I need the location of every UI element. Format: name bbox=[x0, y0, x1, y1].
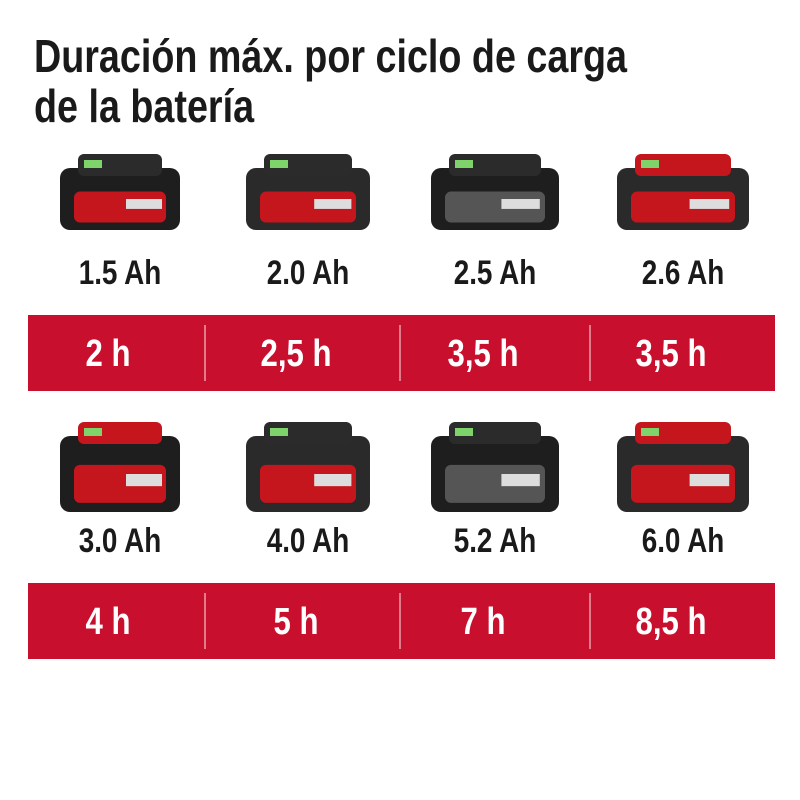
duration-label: 2,5 h bbox=[261, 333, 332, 375]
duration-label: 4 h bbox=[85, 601, 130, 643]
battery-label bbox=[314, 474, 352, 487]
battery-top bbox=[78, 422, 162, 444]
battery-top bbox=[449, 154, 541, 176]
battery-display bbox=[641, 428, 659, 436]
battery-label bbox=[314, 199, 352, 209]
duration-band bbox=[28, 583, 775, 659]
capacity-label: 4.0 Ah bbox=[267, 521, 350, 559]
duration-band bbox=[28, 315, 775, 391]
battery-label bbox=[501, 199, 540, 209]
battery-icon bbox=[60, 422, 180, 512]
battery-display bbox=[270, 160, 288, 168]
battery-top bbox=[264, 154, 352, 176]
battery-label bbox=[689, 474, 730, 487]
battery-icon bbox=[60, 154, 180, 230]
battery-top bbox=[78, 154, 162, 176]
battery-top bbox=[635, 154, 731, 176]
battery-icon bbox=[246, 154, 370, 230]
battery-display bbox=[270, 428, 288, 436]
battery-display bbox=[455, 160, 473, 168]
capacity-label: 2.0 Ah bbox=[267, 253, 350, 291]
title-line: Duración máx. por ciclo de carga bbox=[34, 30, 628, 81]
capacity-label: 2.5 Ah bbox=[454, 253, 537, 291]
capacity-label: 5.2 Ah bbox=[454, 521, 537, 559]
capacity-label: 2.6 Ah bbox=[642, 253, 725, 291]
capacity-label: 6.0 Ah bbox=[642, 521, 725, 559]
battery-display bbox=[641, 160, 659, 168]
battery-display bbox=[455, 428, 473, 436]
duration-label: 7 h bbox=[460, 601, 505, 643]
battery-icon bbox=[617, 422, 749, 512]
battery-top bbox=[449, 422, 541, 444]
title-line: de la batería bbox=[34, 80, 255, 131]
capacity-label: 1.5 Ah bbox=[79, 253, 162, 291]
battery-top bbox=[635, 422, 731, 444]
duration-label: 5 h bbox=[273, 601, 318, 643]
duration-label: 3,5 h bbox=[448, 333, 519, 375]
battery-label bbox=[501, 474, 540, 487]
battery-top bbox=[264, 422, 352, 444]
battery-icon bbox=[246, 422, 370, 512]
battery-label bbox=[126, 474, 162, 487]
battery-label bbox=[126, 199, 162, 209]
duration-label: 8,5 h bbox=[636, 601, 707, 643]
capacity-label: 3.0 Ah bbox=[79, 521, 162, 559]
duration-label: 2 h bbox=[85, 333, 130, 375]
battery-display bbox=[84, 160, 102, 168]
battery-icon bbox=[431, 154, 559, 230]
battery-icon bbox=[431, 422, 559, 512]
battery-label bbox=[689, 199, 730, 209]
battery-display bbox=[84, 428, 102, 436]
duration-label: 3,5 h bbox=[636, 333, 707, 375]
battery-icon bbox=[617, 154, 749, 230]
